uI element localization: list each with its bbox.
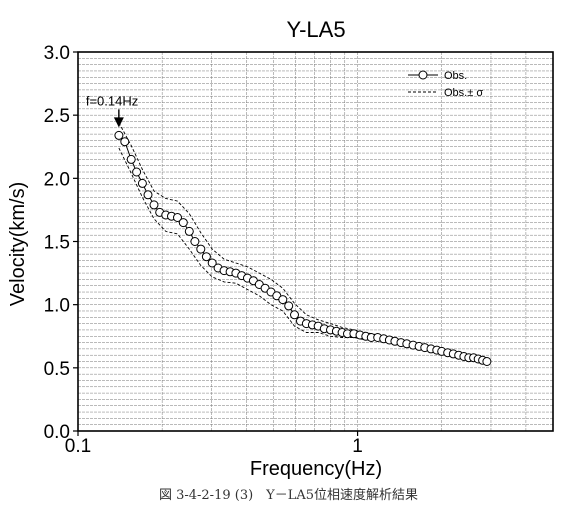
sigma-band <box>118 122 488 365</box>
annotation: f=0.14Hz <box>86 93 138 128</box>
legend-sigma-label: Obs.± σ <box>444 87 483 99</box>
y-tick-label: 0.0 <box>44 422 70 443</box>
obs-point <box>149 200 159 210</box>
legend: Obs. Obs.± σ <box>408 70 483 99</box>
legend-obs-marker <box>418 70 428 80</box>
obs-point <box>143 190 153 200</box>
legend-obs-label: Obs. <box>444 70 467 82</box>
figure-caption: 図 3-4-2-19 (3) Y－LA5位相速度解析結果 <box>158 488 419 503</box>
obs-point <box>190 237 200 246</box>
obs-point <box>137 178 147 188</box>
obs-point <box>207 258 217 268</box>
obs-point <box>196 244 206 254</box>
x-axis-label: Frequency(Hz) <box>250 458 382 480</box>
obs-point <box>126 154 136 164</box>
annotation-arrow-icon <box>113 109 124 128</box>
y-tick-label: 0.5 <box>44 359 70 380</box>
obs-point <box>178 218 188 228</box>
y-tick-label: 1.5 <box>44 233 70 254</box>
obs-point <box>132 167 142 177</box>
axis-ticks: 0.0 0.5 1.0 1.5 2.0 2.5 3.0 0.1 1 <box>44 43 363 457</box>
y-tick-label: 2.0 <box>44 169 70 190</box>
obs-line <box>118 135 488 362</box>
x-tick-label: 1 <box>352 436 363 457</box>
obs-point <box>284 301 294 311</box>
y-tick-label: 1.0 <box>44 296 70 317</box>
chart-title: Y-LA5 <box>286 17 345 42</box>
obs-point <box>173 213 182 222</box>
grid-lines <box>77 51 554 432</box>
y-axis-label: Velocity(km/s) <box>7 182 29 306</box>
obs-point <box>184 226 194 236</box>
obs-point <box>201 252 211 262</box>
obs-series <box>114 130 492 366</box>
obs-point <box>290 310 299 320</box>
y-tick-label: 2.5 <box>44 106 70 127</box>
annotation-text: f=0.14Hz <box>86 93 138 108</box>
x-tick-label: 0.1 <box>65 436 91 457</box>
obs-point <box>114 130 124 140</box>
sigma-lower-line <box>118 147 488 365</box>
obs-point <box>278 295 288 305</box>
obs-point <box>482 357 492 366</box>
y-tick-label: 3.0 <box>44 43 70 64</box>
obs-point <box>120 137 130 147</box>
